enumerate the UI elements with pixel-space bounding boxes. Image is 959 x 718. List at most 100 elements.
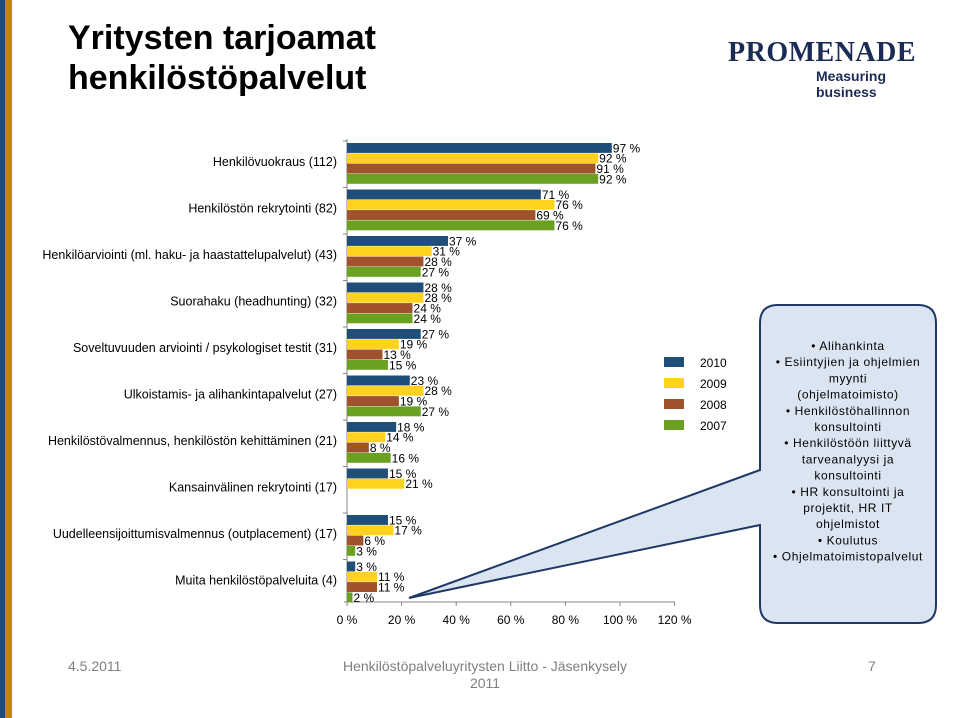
bar	[347, 153, 599, 164]
data-label: 15 %	[389, 513, 417, 527]
bar	[347, 210, 536, 220]
data-label: 28 %	[424, 291, 452, 305]
bar	[347, 313, 413, 324]
legend-label: 2007	[700, 419, 727, 433]
bar	[347, 329, 421, 339]
callout-item: myynti	[829, 371, 867, 385]
data-label: 6 %	[364, 534, 385, 548]
logo-main-text: PROMENADE	[728, 37, 917, 68]
data-label: 92 %	[599, 172, 627, 186]
data-label: 37 %	[449, 234, 477, 248]
bar	[347, 256, 424, 267]
bar	[347, 406, 421, 417]
bar	[347, 189, 541, 200]
data-label: 18 %	[397, 420, 425, 434]
data-label: 97 %	[613, 141, 641, 155]
data-label: 28 %	[424, 255, 452, 269]
data-label: 76 %	[555, 219, 583, 233]
data-label: 76 %	[555, 198, 583, 212]
bar	[347, 282, 424, 293]
bar	[347, 143, 612, 153]
data-label: 27 %	[422, 327, 450, 341]
bar	[347, 571, 378, 582]
bar	[347, 422, 397, 432]
legend-swatch	[664, 378, 684, 388]
data-label: 24 %	[414, 312, 442, 326]
data-label: 19 %	[400, 338, 428, 352]
data-label: 31 %	[433, 245, 461, 259]
bar	[347, 478, 405, 489]
title-line-2: henkilöstöpalvelut	[68, 59, 367, 97]
legend-swatch	[664, 420, 684, 430]
callout-item: • Henkilöstöön liittyvä	[784, 436, 911, 450]
bar	[347, 339, 399, 350]
callout-item: • Esiintyjien ja ohjelmien	[776, 355, 921, 369]
bar	[347, 582, 378, 592]
footer-center-line-2: 2011	[469, 675, 501, 691]
data-label: 19 %	[400, 395, 428, 409]
bar	[347, 432, 386, 443]
bar	[347, 303, 413, 313]
data-label: 21 %	[405, 477, 433, 491]
data-label: 27 %	[422, 265, 450, 279]
bar	[347, 442, 369, 453]
footer-date: 4.5.2011	[68, 658, 122, 674]
callout-item: (ohjelmatoimisto)	[797, 388, 899, 402]
data-label: 71 %	[542, 188, 570, 202]
category-label: Muita henkilöstöpalveluita (4)	[175, 574, 337, 588]
bar	[347, 292, 424, 303]
callout-item: ohjelmistot	[816, 517, 880, 531]
bar	[347, 592, 353, 603]
legend-swatch	[664, 399, 684, 409]
bar	[347, 220, 555, 231]
x-tick-label: 120 %	[658, 613, 692, 627]
data-label: 69 %	[536, 209, 564, 223]
footer-page-number: 7	[868, 658, 876, 674]
data-label: 15 %	[389, 467, 417, 481]
callout-item: tarveanalyysi ja	[802, 452, 894, 466]
promenade-logo: PROMENADE Measuring business	[728, 37, 918, 101]
bar	[347, 535, 364, 546]
data-label: 92 %	[599, 152, 627, 166]
data-label: 14 %	[386, 431, 414, 445]
x-tick-label: 80 %	[552, 613, 580, 627]
bar	[347, 375, 410, 386]
bar	[347, 349, 383, 360]
data-label: 15 %	[389, 358, 417, 372]
legend-label: 2008	[700, 398, 727, 412]
data-label: 28 %	[424, 281, 452, 295]
category-label: Henkilövuokraus (112)	[213, 155, 337, 169]
callout-item: projektit, HR IT	[803, 501, 893, 515]
data-label: 16 %	[392, 451, 420, 465]
callout-item: • HR konsultointi ja	[792, 485, 905, 499]
bar	[347, 452, 391, 463]
x-tick-label: 20 %	[388, 613, 416, 627]
callout-item: • Koulutus	[818, 533, 878, 547]
category-label: Kansainvälinen rekrytointi (17)	[169, 481, 337, 495]
legend-swatch	[664, 357, 684, 367]
x-tick-label: 100 %	[603, 613, 637, 627]
bar	[347, 266, 421, 277]
data-label: 91 %	[596, 162, 624, 176]
page-title: Yritysten tarjoamat henkilöstöpalvelut	[68, 18, 376, 98]
category-label: Ulkoistamis- ja alihankintapalvelut (27)	[124, 388, 337, 402]
category-label: Soveltuvuuden arviointi / psykologiset t…	[73, 341, 337, 355]
category-label: Henkilöarviointi (ml. haku- ja haastatte…	[42, 248, 337, 262]
footer-center-line-1: Henkilöstöpalveluyritysten Liitto - Jäse…	[342, 658, 627, 674]
data-label: 11 %	[378, 581, 405, 595]
x-tick-label: 0 %	[337, 613, 358, 627]
data-label: 17 %	[394, 524, 422, 538]
data-label: 11 %	[378, 570, 405, 584]
legend-label: 2009	[700, 377, 727, 391]
data-label: 28 %	[424, 384, 452, 398]
bar	[347, 525, 394, 536]
callout-item: • Alihankinta	[811, 339, 884, 353]
bar	[347, 561, 356, 572]
bar	[347, 236, 449, 246]
data-label: 2 %	[353, 591, 374, 605]
category-label: Henkilöstön rekrytointi (82)	[188, 202, 337, 216]
category-label: Suorahaku (headhunting) (32)	[170, 295, 337, 309]
callout-item: konsultointi	[814, 420, 881, 434]
legend-label: 2010	[700, 356, 727, 370]
bar	[347, 385, 424, 396]
